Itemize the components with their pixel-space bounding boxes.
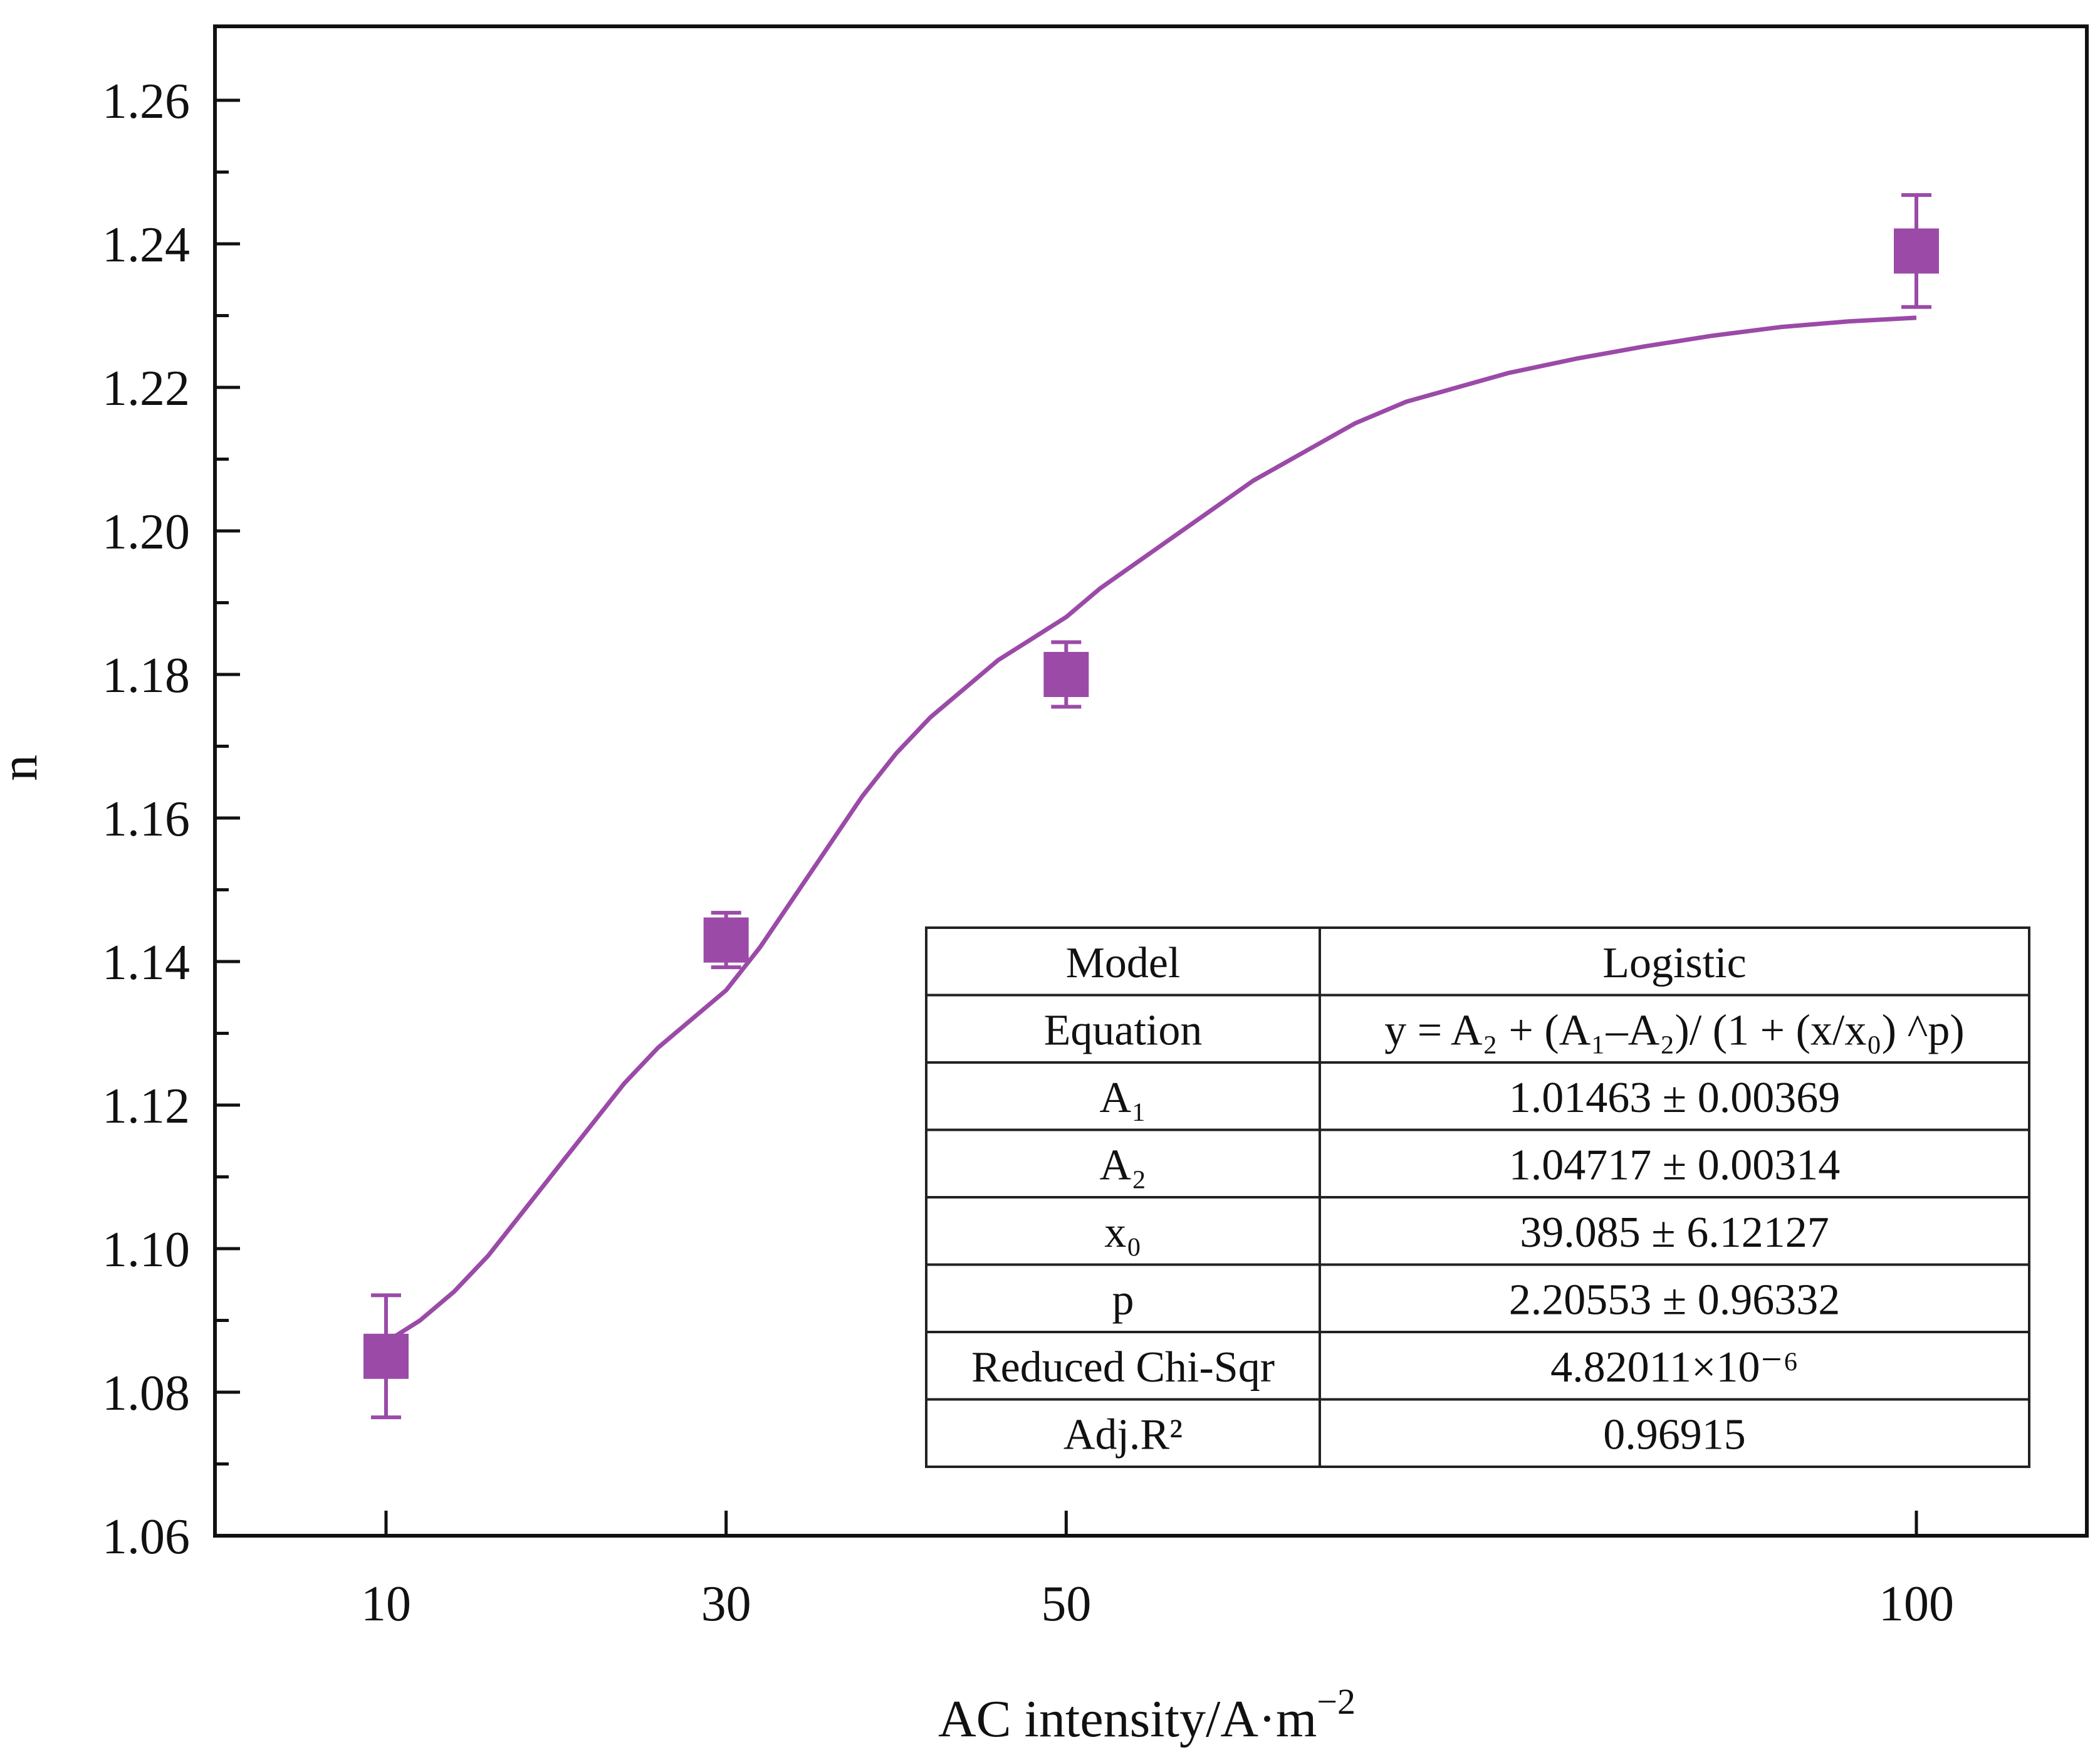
data-point xyxy=(1894,228,1939,274)
x-tick-label: 10 xyxy=(361,1576,411,1632)
table-cell-value: y = A₂ + (A₁–A₂)/ (1 + (x/x₀) ^p) xyxy=(1384,1006,1964,1054)
y-tick-label: 1.20 xyxy=(102,505,190,560)
data-point xyxy=(363,1333,409,1379)
y-tick-label: 1.26 xyxy=(102,74,190,129)
y-tick-label: 1.16 xyxy=(102,792,190,847)
data-points-layer xyxy=(363,193,1939,1420)
plot-frame xyxy=(213,24,2089,1538)
y-tick-label: 1.24 xyxy=(102,218,190,273)
table-cell-label: Equation xyxy=(1044,1006,1203,1054)
y-tick-label: 1.22 xyxy=(102,361,190,416)
table-cell-label: Reduced Chi-Sqr xyxy=(971,1343,1275,1392)
x-tick-label: 30 xyxy=(701,1576,751,1632)
table-cell-label: Model xyxy=(1066,939,1181,987)
y-tick-label: 1.14 xyxy=(102,935,190,990)
table-cell-value: 1.01463 ± 0.00369 xyxy=(1509,1074,1840,1122)
y-tick-label: 1.12 xyxy=(102,1079,190,1134)
y-tick-label: 1.10 xyxy=(102,1222,190,1277)
table-cell-value: 0.96915 xyxy=(1603,1410,1746,1459)
axes: 1.06 1.08 1.10 1.12 1.14 1.16 1.18 1.20 1.22 1.24… xyxy=(102,24,2089,1632)
y-tick-label: 1.08 xyxy=(102,1366,190,1421)
fit-curve-layer xyxy=(385,315,1917,1344)
x-tick-label: 50 xyxy=(1041,1576,1091,1632)
table-cell-value: 1.04717 ± 0.00314 xyxy=(1509,1141,1840,1189)
table-cell-value: Logistic xyxy=(1602,939,1746,987)
table-cell-label: Adj.R² xyxy=(1063,1410,1183,1459)
data-point xyxy=(703,917,749,963)
table-cell-label: A₂ xyxy=(1100,1141,1147,1189)
data-point xyxy=(1043,652,1089,697)
table-cell-value: 4.82011×10⁻⁶ xyxy=(1550,1343,1799,1392)
y-axis-title: n xyxy=(0,755,48,781)
y-tick-label: 1.06 xyxy=(102,1509,190,1565)
table-cell-value: 39.085 ± 6.12127 xyxy=(1520,1209,1829,1257)
x-tick-label: 100 xyxy=(1879,1576,1954,1632)
fit-results-table: Model Logistic Equation y = A₂ + (A₁–A₂)/ (… xyxy=(925,926,2030,1468)
table-cell-label: A₁ xyxy=(1100,1074,1147,1122)
table-cell-label: p xyxy=(1112,1276,1134,1324)
table-cell-label: x₀ xyxy=(1104,1209,1141,1257)
logistic-fit-line xyxy=(385,315,1917,1344)
x-axis-title-superscript: −2 xyxy=(1317,1681,1356,1722)
x-axis-title: AC intensity/A·m−2 xyxy=(938,1681,1356,1748)
y-tick-label: 1.18 xyxy=(102,648,190,703)
table-cell-value: 2.20553 ± 0.96332 xyxy=(1509,1276,1840,1324)
x-axis-title-text: AC intensity/A·m xyxy=(938,1690,1317,1748)
